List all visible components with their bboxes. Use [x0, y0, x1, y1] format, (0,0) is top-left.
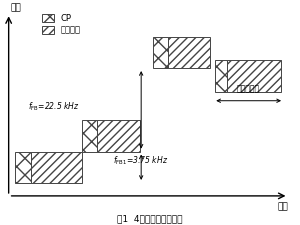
Bar — [226, 60, 281, 92]
Text: 一个符号组: 一个符号组 — [237, 84, 260, 93]
Bar — [15, 152, 31, 183]
Bar — [97, 120, 140, 152]
Text: 图1  4符号组时频结构图: 图1 4符号组时频结构图 — [117, 215, 183, 224]
Bar — [168, 37, 210, 68]
Bar — [31, 152, 82, 183]
Text: $f_{\rm{FB1}}$=3.75 kHz: $f_{\rm{FB1}}$=3.75 kHz — [113, 154, 168, 167]
Text: 时间: 时间 — [278, 202, 288, 211]
Text: 频率: 频率 — [10, 3, 21, 12]
Bar — [215, 60, 226, 92]
Bar — [153, 37, 168, 68]
Text: $f_{\rm{FB}}$=22.5 kHz: $f_{\rm{FB}}$=22.5 kHz — [28, 101, 80, 113]
Legend: CP, 一个符号: CP, 一个符号 — [42, 14, 81, 35]
Bar — [82, 120, 97, 152]
